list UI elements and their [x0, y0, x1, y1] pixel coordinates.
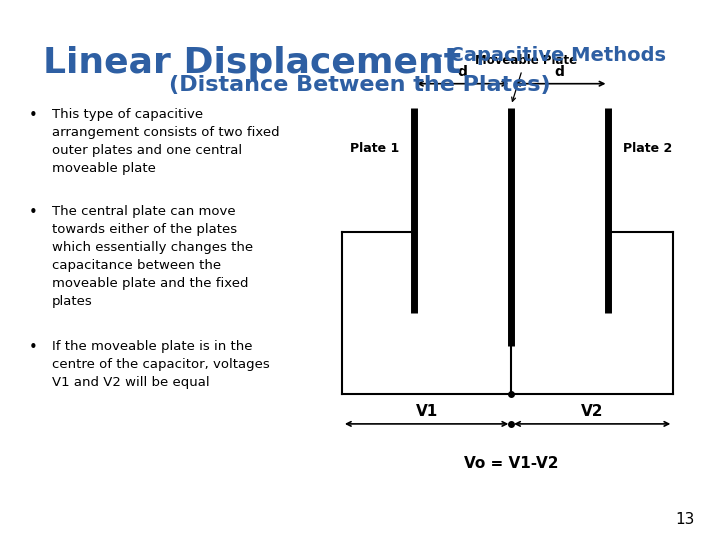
Text: Linear Displacement: Linear Displacement — [43, 46, 462, 80]
Text: 13: 13 — [675, 511, 695, 526]
Text: d: d — [458, 65, 467, 79]
Text: •: • — [29, 205, 37, 220]
Text: V2: V2 — [581, 403, 603, 418]
Text: •: • — [29, 108, 37, 123]
Text: If the moveable plate is in the
centre of the capacitor, voltages
V1 and V2 will: If the moveable plate is in the centre o… — [52, 340, 269, 389]
Text: - Capacitive Methods: - Capacitive Methods — [428, 46, 667, 65]
Text: Moveable Plate: Moveable Plate — [474, 55, 577, 68]
Text: (Distance Between the Plates): (Distance Between the Plates) — [169, 75, 551, 94]
Text: V1: V1 — [415, 403, 438, 418]
Text: Plate 1: Plate 1 — [351, 142, 400, 155]
Text: d: d — [555, 65, 564, 79]
Text: This type of capacitive
arrangement consists of two fixed
outer plates and one c: This type of capacitive arrangement cons… — [52, 108, 279, 175]
Text: The central plate can move
towards either of the plates
which essentially change: The central plate can move towards eithe… — [52, 205, 253, 308]
Text: Plate 2: Plate 2 — [623, 142, 672, 155]
Text: Vo = V1-V2: Vo = V1-V2 — [464, 456, 559, 471]
Text: •: • — [29, 340, 37, 355]
